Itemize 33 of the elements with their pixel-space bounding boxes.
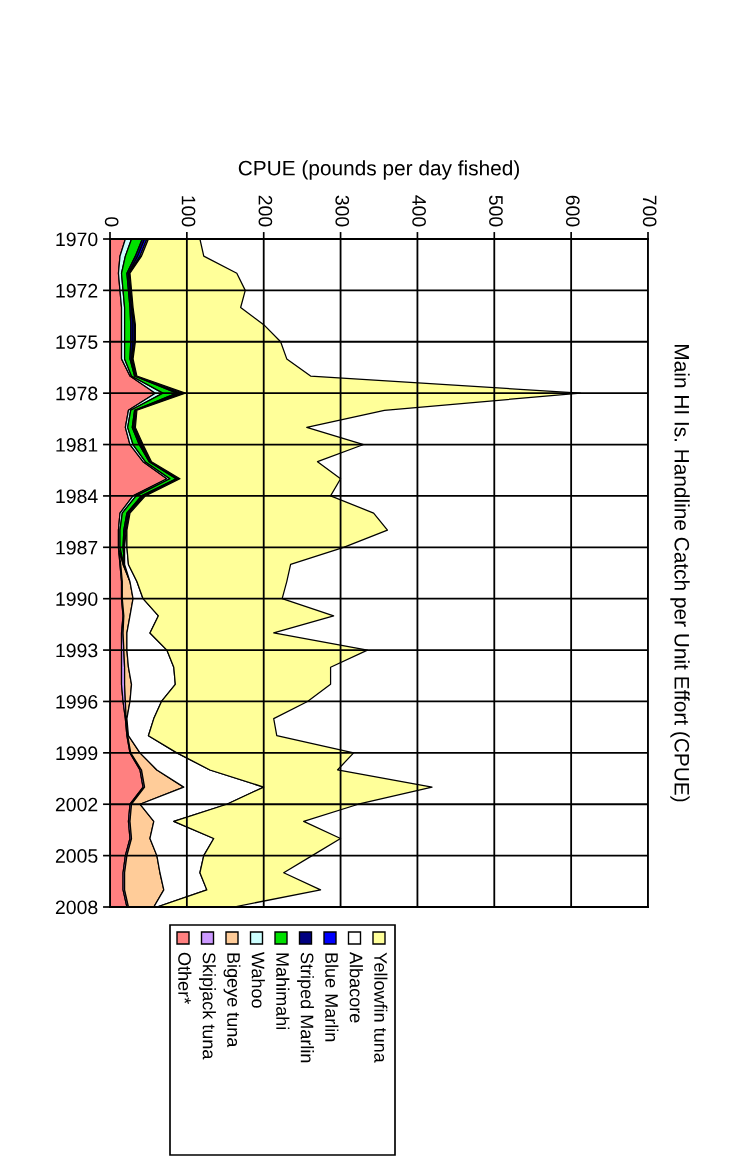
y-tick-label: 2002 (55, 797, 98, 812)
y-tick-label: 1978 (56, 386, 98, 401)
legend-label: Mahimahi (276, 953, 290, 1030)
legend-label: Other* (178, 952, 192, 1004)
y-tick-label: 1975 (56, 335, 98, 350)
legend-label: Blue Marlin (325, 953, 339, 1042)
y-tick-label: 1990 (56, 592, 98, 606)
x-tick-label: 700 (642, 195, 657, 227)
x-tick-label: 0 (104, 217, 119, 227)
legend-label: Wahoo (251, 952, 265, 1008)
y-tick-label: 1987 (56, 540, 98, 555)
y-tick-label: 1999 (56, 746, 98, 761)
legend-label: Skipjack tuna (199, 952, 216, 1060)
y-tick-label: 1993 (56, 643, 98, 658)
x-tick-label: 200 (258, 195, 273, 227)
y-tick-label: 1996 (56, 694, 98, 709)
x-axis-title: CPUE (pounds per day fished) (238, 160, 519, 180)
y-tick-label: 1984 (56, 489, 98, 504)
x-tick-label: 100 (181, 196, 196, 227)
text: Main HI Is. Handline Catch per Unit Effort (CPUE) (670, 345, 690, 802)
y-tick-label: 1972 (56, 283, 98, 298)
legend-label: Bigeye tuna (223, 953, 241, 1048)
x-tick-label: 600 (565, 195, 580, 227)
y-tick-label: 1970 (56, 232, 98, 247)
y-tick-label: 1981 (56, 438, 98, 452)
legend-label: Albacore (349, 952, 363, 1023)
x-tick-label: 400 (412, 195, 426, 227)
y-tick-label: 2005 (55, 849, 98, 863)
x-tick-label: 300 (335, 195, 350, 227)
legend-label: Yellowfin tuna (374, 952, 388, 1063)
y-tick-label: 2008 (55, 900, 98, 915)
x-tick-label: 500 (489, 195, 503, 227)
legend-label: Striped Marlin (297, 952, 314, 1063)
